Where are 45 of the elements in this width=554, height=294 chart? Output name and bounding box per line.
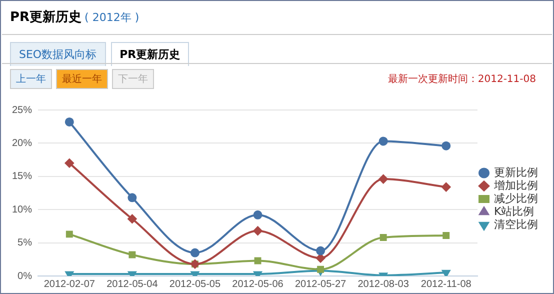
x-tick-label: 2012-05-27 <box>294 278 347 290</box>
x-tick-label: 2012-11-08 <box>420 278 472 290</box>
chart-title: PR更新历史 <box>10 10 82 25</box>
point <box>64 117 74 126</box>
text: PR更新历史 <box>110 42 190 66</box>
legend-label: 减少比例 <box>494 192 538 205</box>
y-tick-label: 20% <box>12 138 32 149</box>
point <box>254 257 262 264</box>
point <box>442 270 450 276</box>
point <box>380 234 387 241</box>
text: 最近一年 <box>56 69 108 89</box>
legend-label: K站比例 <box>494 204 534 218</box>
point <box>442 141 451 150</box>
point <box>253 226 262 236</box>
legend-label: 清空比例 <box>494 218 538 231</box>
y-tick-label: 0% <box>18 270 32 282</box>
x-tick-label: 2012-05-06 <box>232 278 284 290</box>
point <box>378 136 388 146</box>
point <box>378 174 388 184</box>
text: SEO数据风向标 <box>10 42 106 66</box>
point <box>64 158 74 168</box>
text: 下一年 <box>112 69 154 89</box>
text: 最新一次更新时间：2012-11-08 <box>388 72 536 86</box>
x-tick-label: 2012-05-05 <box>169 278 221 290</box>
point <box>442 182 451 192</box>
y-tick-label: 10% <box>12 204 32 216</box>
point <box>442 232 450 239</box>
point <box>128 193 137 202</box>
y-tick-label: 5% <box>18 238 32 249</box>
x-tick-label: 2012-02-07 <box>44 278 96 290</box>
legend-label: 更新比例 <box>494 166 538 179</box>
point <box>128 251 136 258</box>
legend-label: 增加比例 <box>493 178 538 192</box>
y-tick-label: 25% <box>12 104 32 116</box>
point <box>317 266 324 273</box>
point <box>253 210 262 220</box>
point <box>66 230 73 238</box>
x-tick-label: 2012-08-03 <box>358 278 410 290</box>
x-tick-label: 2012-05-04 <box>106 278 158 290</box>
point <box>190 248 200 258</box>
point <box>316 246 326 256</box>
text: 上一年 <box>10 69 52 89</box>
point <box>128 214 137 224</box>
chart-subtitle: ( 2012年 ) <box>84 11 140 24</box>
y-tick-label: 15% <box>12 171 32 182</box>
